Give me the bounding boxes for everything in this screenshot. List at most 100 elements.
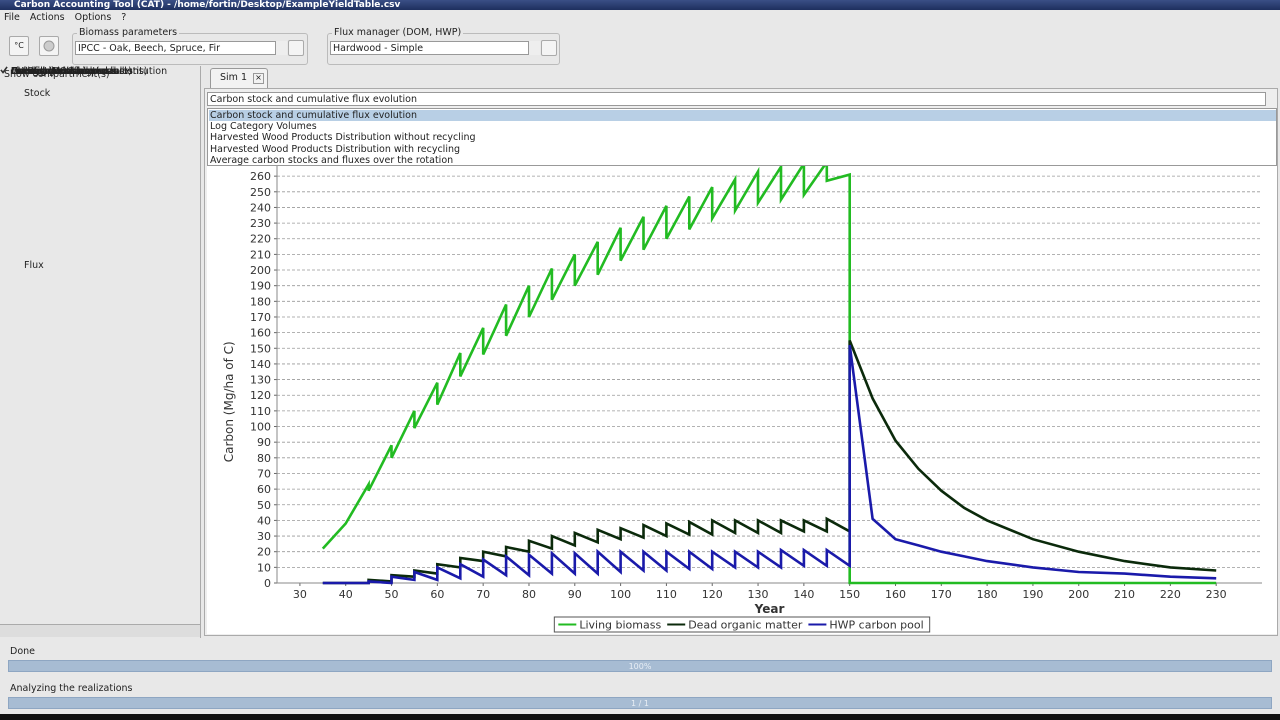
x-tick-label: 190 bbox=[1022, 588, 1043, 601]
compartment-row[interactable]: Dead organic matter bbox=[0, 66, 200, 114]
y-tick-label: 70 bbox=[257, 467, 271, 480]
compartment-row[interactable]: Harvested wood products bbox=[0, 66, 200, 138]
y-axis-label: Carbon (Mg/ha of C) bbox=[222, 341, 236, 462]
unit-button[interactable]: °C bbox=[9, 36, 29, 56]
legend-label: Living biomass bbox=[579, 619, 661, 632]
compartment-row[interactable]: Carbon emissions bbox=[0, 66, 200, 174]
open-button[interactable] bbox=[541, 40, 557, 56]
y-tick-label: 140 bbox=[250, 358, 271, 371]
dropdown-option[interactable]: Log Category Volumes bbox=[210, 121, 317, 133]
menu-item[interactable]: ? bbox=[121, 12, 127, 23]
y-tick-label: 150 bbox=[250, 342, 271, 355]
progress-bar: 100% bbox=[8, 660, 1272, 672]
x-tick-label: 140 bbox=[793, 588, 814, 601]
compartment-row[interactable]: Aboveground biomass bbox=[0, 66, 200, 90]
compartment-row[interactable]: Landfill (Non degradable) bbox=[0, 66, 200, 198]
x-tick-label: 40 bbox=[339, 588, 353, 601]
menu-item[interactable]: File bbox=[4, 12, 20, 23]
legend-label: Dead organic matter bbox=[688, 619, 803, 632]
compartment-row[interactable]: HWP carbon pool bbox=[0, 66, 200, 126]
view-dropdown-list: Carbon stock and cumulative flux evoluti… bbox=[207, 108, 1277, 166]
screen-edge bbox=[0, 714, 1280, 720]
y-tick-label: 240 bbox=[250, 201, 271, 214]
dropdown-option[interactable]: Average carbon stocks and fluxes over th… bbox=[210, 154, 454, 166]
series-line bbox=[321, 157, 1217, 585]
title-bar: Carbon Accounting Tool (CAT) - /home/for… bbox=[0, 0, 1280, 10]
group-label: Flux bbox=[24, 260, 44, 271]
x-tick-label: 120 bbox=[702, 588, 723, 601]
compartment-label: Harvested wood products bbox=[11, 66, 133, 77]
open-button[interactable] bbox=[288, 40, 304, 56]
legend-box bbox=[553, 616, 931, 633]
compartment-row[interactable]: Energy and material substitution bbox=[0, 66, 200, 162]
y-tick-label: 250 bbox=[250, 186, 271, 199]
x-tick-label: 60 bbox=[430, 588, 444, 601]
dropdown-option[interactable]: Harvested Wood Products Distribution wit… bbox=[210, 132, 476, 144]
x-tick-label: 200 bbox=[1068, 588, 1089, 601]
y-tick-label: 260 bbox=[250, 170, 271, 183]
view-combo[interactable]: Carbon stock and cumulative flux evoluti… bbox=[207, 92, 1277, 106]
y-tick-label: 20 bbox=[257, 546, 271, 559]
y-tick-label: 170 bbox=[250, 311, 271, 324]
combo-arrow[interactable] bbox=[1265, 92, 1277, 106]
check-mark bbox=[0, 66, 8, 74]
combo-arrow[interactable] bbox=[528, 41, 540, 55]
chart-background bbox=[207, 108, 1277, 634]
combo-arrow[interactable] bbox=[275, 41, 287, 55]
compartment-row[interactable]: Landfill (Methane emissions) bbox=[0, 66, 200, 186]
tab-close[interactable]: × bbox=[253, 73, 264, 84]
x-tick-label: 170 bbox=[931, 588, 952, 601]
h-scrollbar[interactable] bbox=[0, 624, 200, 637]
menu-item[interactable]: Actions bbox=[29, 12, 65, 23]
compartment-label: Living biomass bbox=[11, 66, 82, 77]
progress-bar: 1 / 1 bbox=[8, 697, 1272, 709]
y-tick-label: 220 bbox=[250, 233, 271, 246]
x-tick-label: 230 bbox=[1206, 588, 1227, 601]
x-tick-label: 30 bbox=[293, 588, 307, 601]
x-tick-label: 220 bbox=[1160, 588, 1181, 601]
biomass-combo[interactable]: IPCC - Oak, Beech, Spruce, Fir bbox=[75, 41, 287, 55]
compartment-label: Landfill (DOCf) bbox=[11, 66, 81, 77]
panel-header: Show compartment(s) bbox=[4, 69, 110, 80]
compartment-label: Dead organic matter bbox=[11, 66, 110, 77]
y-tick-label: 200 bbox=[250, 264, 271, 277]
menu-item[interactable]: Options bbox=[74, 12, 112, 23]
x-tick-label: 80 bbox=[522, 588, 536, 601]
chart: 0 10 20 30 40 50 60 70 80 90 100 110 120 130 140 150 160… bbox=[207, 108, 1277, 634]
legend-label: HWP carbon pool bbox=[829, 619, 923, 632]
y-tick-label: 30 bbox=[257, 530, 271, 543]
y-tick-label: 100 bbox=[250, 421, 271, 434]
x-tick-label: 50 bbox=[385, 588, 399, 601]
x-tick-label: 70 bbox=[476, 588, 490, 601]
x-tick-label: 180 bbox=[977, 588, 998, 601]
compartment-row[interactable]: Landfill (DOCf) bbox=[0, 66, 200, 150]
biomass-group: Biomass parameters IPCC - Oak, Beech, Sp… bbox=[72, 27, 308, 65]
y-tick-label: 160 bbox=[250, 327, 271, 340]
sim-tab[interactable]: Sim 1 × bbox=[210, 68, 268, 88]
y-tick-label: 190 bbox=[250, 280, 271, 293]
y-tick-label: 130 bbox=[250, 374, 271, 387]
x-tick-label: 110 bbox=[656, 588, 677, 601]
x-tick-label: 210 bbox=[1114, 588, 1135, 601]
y-tick-label: 110 bbox=[250, 405, 271, 418]
y-tick-label: 120 bbox=[250, 389, 271, 402]
x-tick-label: 160 bbox=[885, 588, 906, 601]
stop-button[interactable] bbox=[39, 36, 59, 56]
compartment-row[interactable]: Belowground biomass bbox=[0, 66, 200, 102]
dropdown-option[interactable]: Carbon stock and cumulative flux evoluti… bbox=[209, 110, 1276, 121]
dropdown-option[interactable]: Harvested Wood Products Distribution wit… bbox=[210, 143, 461, 155]
stop-icon bbox=[43, 40, 55, 52]
y-tick-label: 60 bbox=[257, 483, 271, 496]
status-text: Analyzing the realizations bbox=[10, 683, 133, 694]
compartment-label: Aboveground biomass bbox=[11, 66, 117, 77]
y-tick-label: 40 bbox=[257, 514, 271, 527]
compartment-label: Carbon emissions bbox=[11, 66, 96, 77]
flux-group: Flux manager (DOM, HWP) Hardwood - Simpl… bbox=[327, 27, 560, 65]
flux-combo[interactable]: Hardwood - Simple bbox=[330, 41, 540, 55]
y-tick-label: 210 bbox=[250, 248, 271, 261]
compartment-label: Landfill (Non degradable) bbox=[11, 66, 132, 77]
y-tick-label: 50 bbox=[257, 499, 271, 512]
menu-bar: File Actions Options? bbox=[0, 11, 1280, 25]
compartment-label: Landfill (Methane emissions) bbox=[11, 66, 148, 77]
compartment-label: Energy and material substitution bbox=[11, 66, 168, 77]
